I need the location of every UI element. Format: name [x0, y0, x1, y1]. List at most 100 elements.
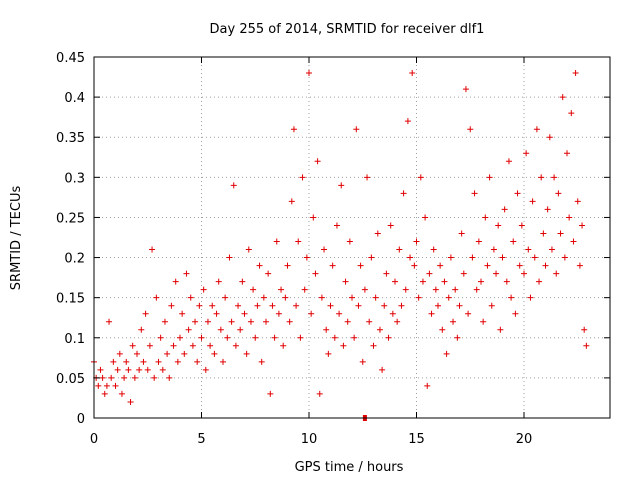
data-point	[516, 262, 523, 269]
y-tick-label: 0.05	[56, 372, 85, 387]
data-point	[118, 390, 125, 397]
data-point	[355, 302, 362, 309]
data-point	[217, 326, 224, 333]
data-point	[364, 174, 371, 181]
data-point	[170, 342, 177, 349]
y-tick-label: 0.2	[64, 252, 85, 267]
data-point	[215, 278, 222, 285]
data-point	[505, 158, 512, 165]
y-tick-label: 0.45	[56, 51, 85, 66]
data-point	[490, 246, 497, 253]
data-point	[499, 254, 506, 261]
data-point	[187, 294, 194, 301]
data-point	[295, 238, 302, 245]
data-point	[200, 286, 207, 293]
data-point	[99, 374, 106, 381]
data-point	[555, 190, 562, 197]
data-point	[327, 302, 334, 309]
data-point	[136, 366, 143, 373]
data-point	[159, 366, 166, 373]
data-point	[407, 254, 414, 261]
data-point	[512, 310, 519, 317]
data-point	[529, 198, 536, 205]
data-point	[409, 70, 416, 77]
data-point	[204, 318, 211, 325]
data-point	[424, 382, 431, 389]
data-point	[196, 302, 203, 309]
data-point	[413, 238, 420, 245]
data-point	[374, 230, 381, 237]
data-point	[546, 134, 553, 141]
data-point	[282, 294, 289, 301]
data-point	[521, 270, 527, 277]
data-point	[310, 214, 317, 221]
y-tick-label: 0.15	[56, 292, 85, 307]
data-point	[471, 190, 478, 197]
x-tick-label: 10	[301, 432, 318, 447]
data-point	[112, 382, 119, 389]
data-point	[553, 270, 560, 277]
data-point	[497, 326, 504, 333]
data-point	[488, 302, 495, 309]
y-axis-label: SRMTID / TECUs	[9, 186, 24, 291]
data-points	[91, 70, 590, 421]
data-point	[252, 334, 259, 341]
data-point	[428, 310, 435, 317]
data-point	[568, 110, 575, 117]
data-point	[581, 326, 588, 333]
data-point	[566, 214, 573, 221]
data-point	[146, 342, 153, 349]
data-point	[404, 118, 411, 125]
plot-frame	[93, 56, 611, 419]
data-point	[108, 374, 115, 381]
data-point	[168, 302, 175, 309]
data-point	[280, 342, 287, 349]
data-point	[465, 310, 472, 317]
data-point	[383, 270, 390, 277]
data-point	[389, 310, 396, 317]
data-point	[250, 286, 257, 293]
data-point	[376, 326, 383, 333]
data-point	[273, 238, 280, 245]
data-point	[443, 350, 450, 357]
data-point	[445, 294, 452, 301]
data-point	[398, 302, 405, 309]
data-point	[286, 318, 293, 325]
data-point	[469, 254, 476, 261]
data-point	[129, 342, 136, 349]
data-point	[275, 310, 282, 317]
data-point	[381, 302, 388, 309]
data-point	[247, 318, 254, 325]
data-point	[400, 190, 407, 197]
data-point	[426, 270, 433, 277]
data-point	[447, 254, 454, 261]
data-point	[531, 254, 538, 261]
data-point	[116, 350, 123, 357]
data-point	[131, 374, 138, 381]
data-point	[353, 126, 360, 133]
data-point	[288, 198, 295, 205]
x-tick-label: 15	[408, 432, 425, 447]
data-point	[462, 86, 469, 93]
data-point	[232, 342, 239, 349]
data-point	[164, 350, 171, 357]
data-point	[501, 206, 508, 213]
data-point	[435, 302, 441, 309]
data-point	[198, 334, 205, 341]
data-point	[239, 278, 246, 285]
data-point	[396, 246, 403, 253]
data-point	[181, 350, 188, 357]
data-point	[460, 270, 467, 277]
data-point	[338, 182, 345, 189]
data-point	[548, 246, 555, 253]
data-point	[336, 310, 343, 317]
data-point	[372, 294, 379, 301]
y-tick-label: 0	[77, 412, 85, 427]
data-point	[172, 278, 179, 285]
data-point	[194, 358, 201, 365]
data-point	[306, 70, 312, 77]
y-tick-label: 0.3	[64, 171, 85, 186]
data-point	[144, 366, 151, 373]
data-point	[441, 278, 448, 285]
